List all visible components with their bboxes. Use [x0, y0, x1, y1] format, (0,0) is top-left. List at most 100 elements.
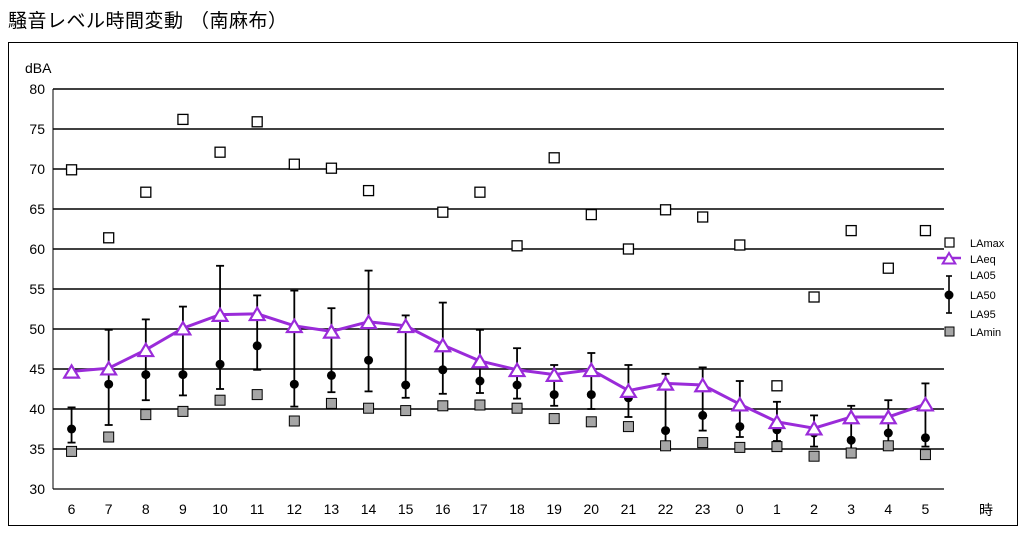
- x-tick-label: 8: [142, 501, 150, 517]
- la50-point: [289, 379, 299, 389]
- x-tick-label: 10: [212, 501, 228, 517]
- y-tick-label: 60: [29, 241, 45, 257]
- lamin-point: [251, 389, 263, 401]
- legend: LAmax LAeq LA05 LA50 LA95 LAmin: [937, 237, 1005, 339]
- laeq-point: [730, 396, 750, 412]
- laeq-point: [767, 413, 787, 430]
- la50-point: [67, 424, 77, 434]
- lamax-point: [362, 184, 375, 197]
- laeq-point: [285, 317, 304, 334]
- laeq-point: [582, 361, 601, 378]
- laeq-point: [396, 317, 415, 334]
- lamax-point: [734, 239, 746, 251]
- laeq-point: [544, 366, 564, 382]
- legend-lamax-label: LAmax: [970, 238, 1005, 250]
- legend-lamin-marker: [944, 326, 955, 337]
- laeq-point: [247, 305, 267, 322]
- la50-point: [549, 390, 559, 400]
- legend-la05-label: LA05: [970, 270, 996, 282]
- y-tick-label: 35: [29, 441, 45, 457]
- laeq-point: [470, 352, 490, 369]
- lamin-point: [697, 437, 709, 449]
- lamax-point: [882, 262, 894, 274]
- x-tick-label: 11: [250, 501, 265, 517]
- laeq-point: [62, 363, 81, 379]
- x-tick-label: 18: [509, 501, 525, 517]
- x-tick-label: 7: [105, 501, 113, 517]
- chart-title: 騒音レベル時間変動 （南麻布）: [8, 10, 288, 32]
- lamin-point: [845, 447, 857, 459]
- lamax-point: [511, 240, 523, 252]
- y-tick-label: 45: [29, 361, 45, 377]
- y-tick-label: 55: [29, 281, 45, 297]
- y-tick-labels: 30 35 40 45 50 55 60 65 70 75 80: [29, 81, 45, 497]
- lamax-point: [622, 243, 635, 255]
- y-tick-label: 30: [29, 481, 45, 497]
- legend-la50-marker: [944, 290, 954, 300]
- x-tick-label: 12: [287, 501, 303, 517]
- laeq-point: [99, 360, 118, 376]
- laeq-point: [359, 313, 378, 330]
- y-tick-label: 65: [29, 201, 45, 217]
- la50-point: [661, 426, 671, 436]
- y-tick-label: 40: [29, 401, 45, 417]
- gridlines: [52, 88, 944, 490]
- lamin-point: [400, 405, 412, 417]
- y-tick-label: 70: [29, 161, 45, 177]
- lamax-point: [437, 206, 449, 218]
- x-tick-label: 6: [68, 501, 76, 517]
- lamax-point: [474, 186, 486, 198]
- x-tick-labels: 6 7 8 9 10 11 12 13 14 15 16 17 18 19 20 21 22 23 0 1 2 3 4 5: [68, 501, 930, 517]
- legend-lamax-marker: [944, 237, 955, 248]
- la50-point: [438, 365, 448, 375]
- lamax-point: [103, 232, 115, 244]
- laeq-line: [71, 312, 926, 430]
- la50-point: [512, 380, 522, 390]
- x-tick-label: 3: [847, 501, 855, 517]
- x-tick-label: 9: [179, 501, 187, 517]
- lamax-point: [251, 116, 263, 128]
- la50-point: [586, 390, 596, 400]
- x-tick-label: 21: [621, 501, 637, 517]
- lamax-point: [697, 211, 709, 223]
- legend-la95-label: LA95: [970, 309, 996, 321]
- lamin-point: [882, 440, 894, 452]
- x-tick-label: 19: [546, 501, 562, 517]
- la50-point: [883, 428, 893, 438]
- la50-point: [846, 435, 856, 445]
- lamin-point: [548, 413, 560, 425]
- lamin-point: [103, 431, 115, 443]
- lamax-point: [325, 162, 338, 174]
- lamin-point: [771, 441, 783, 453]
- laeq-point: [322, 323, 341, 339]
- lamin-point: [474, 399, 486, 411]
- lamin-point: [437, 400, 449, 412]
- la50-point: [104, 379, 114, 389]
- la50-point: [475, 376, 485, 386]
- la50-point: [698, 410, 708, 420]
- lamax-point: [585, 208, 597, 221]
- lamax-point: [548, 152, 560, 164]
- lamin-point: [919, 449, 931, 461]
- lamin-point: [622, 421, 634, 433]
- chart-frame: 30 35 40 45 50 55 60 65 70 75 80 6 7 8 9 10 11 12 13 14 15 1…: [8, 42, 1018, 526]
- laeq-point: [136, 341, 156, 358]
- x-tick-label: 20: [584, 501, 600, 517]
- legend-lamin-label: LAmin: [970, 327, 1001, 339]
- legend-laeq-marker: [940, 251, 958, 265]
- x-tick-label: 2: [810, 501, 818, 517]
- y-tick-label: 75: [29, 121, 45, 137]
- lamin-point: [214, 394, 226, 406]
- laeq-point: [804, 420, 824, 436]
- laeq-point: [841, 408, 861, 425]
- lamax-point: [808, 291, 820, 303]
- lamax-point: [65, 164, 78, 176]
- la05-la95-range-bars: [67, 264, 930, 450]
- x-tick-label: 23: [695, 501, 711, 517]
- la50-point: [215, 359, 225, 369]
- lamin-point: [363, 402, 375, 414]
- lamax-point: [288, 158, 300, 170]
- x-tick-label: 14: [361, 501, 377, 517]
- x-tick-label: 1: [773, 501, 781, 517]
- x-tick-label: 17: [472, 501, 488, 517]
